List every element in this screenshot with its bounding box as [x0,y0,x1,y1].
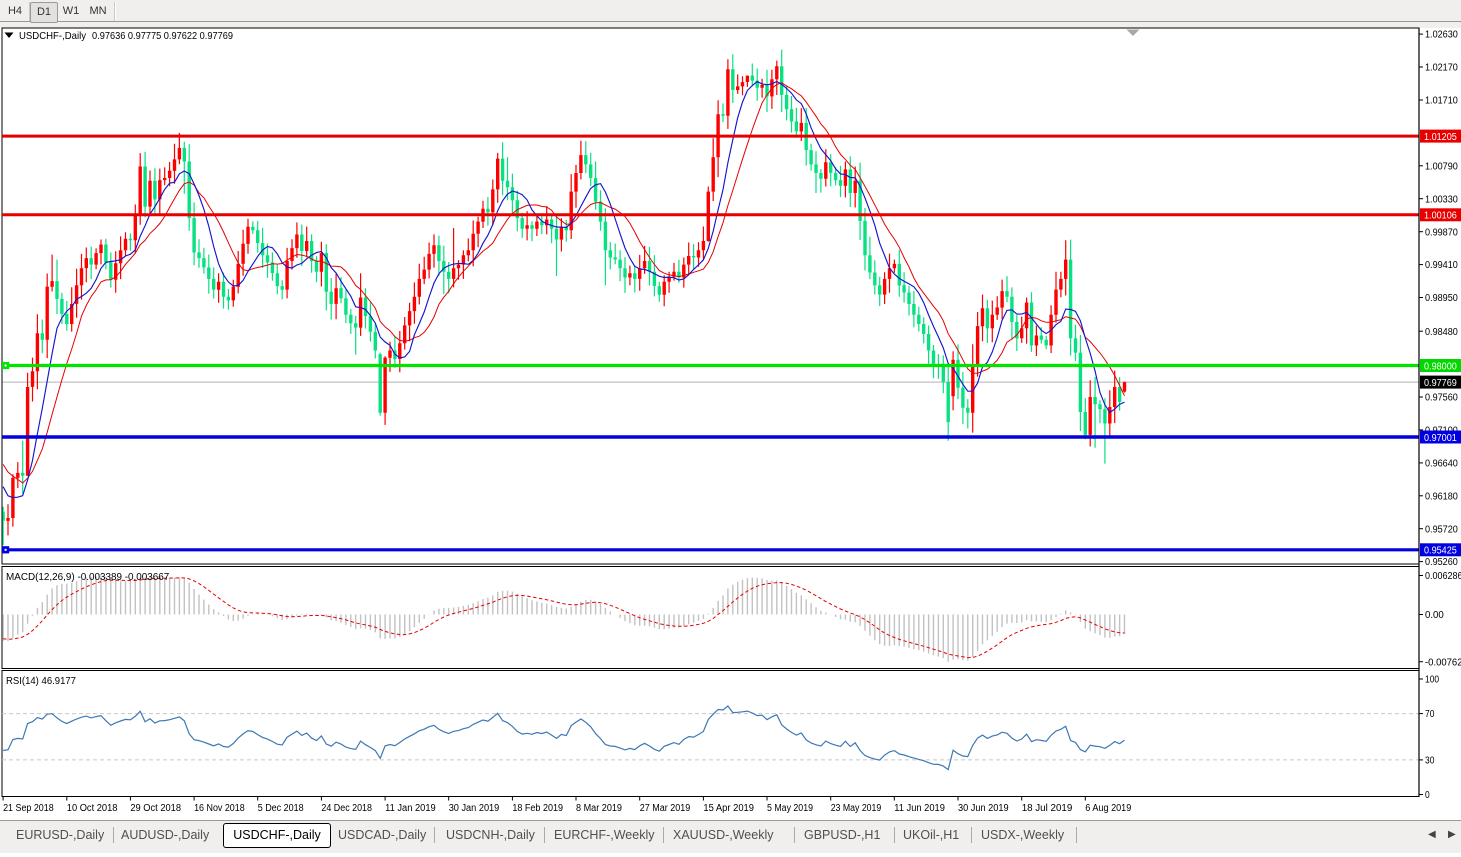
svg-text:5 Dec 2018: 5 Dec 2018 [258,803,304,814]
svg-text:24 Dec 2018: 24 Dec 2018 [321,803,372,814]
svg-text:0.99410: 0.99410 [1425,260,1458,271]
svg-text:8 Mar 2019: 8 Mar 2019 [576,803,622,814]
svg-text:0.97636 0.97775 0.97622 0.9776: 0.97636 0.97775 0.97622 0.97769 [92,30,233,42]
svg-text:0: 0 [1425,790,1430,801]
svg-text:15 Apr 2019: 15 Apr 2019 [703,803,754,814]
svg-text:30: 30 [1425,756,1435,767]
svg-text:30 Jan 2019: 30 Jan 2019 [449,803,500,814]
svg-text:6 Aug 2019: 6 Aug 2019 [1085,803,1131,814]
svg-text:0.95425: 0.95425 [1424,546,1457,557]
svg-text:0.97001: 0.97001 [1424,433,1457,444]
svg-text:0.98480: 0.98480 [1425,327,1458,338]
svg-text:0.97769: 0.97769 [1424,378,1457,389]
svg-text:MACD(12,26,9) -0.003389 -0.003: MACD(12,26,9) -0.003389 -0.003667 [6,572,170,583]
svg-text:0.97560: 0.97560 [1425,393,1458,404]
svg-text:USDCHF-,Daily: USDCHF-,Daily [19,30,87,42]
svg-text:11 Jun 2019: 11 Jun 2019 [894,803,945,814]
svg-text:0.95720: 0.95720 [1425,524,1458,535]
svg-text:0.00: 0.00 [1425,610,1444,621]
svg-text:1.00330: 1.00330 [1425,194,1458,205]
svg-text:-0.00762: -0.00762 [1425,657,1461,668]
svg-text:RSI(14) 46.9177: RSI(14) 46.9177 [6,676,76,687]
svg-text:29 Oct 2018: 29 Oct 2018 [130,803,181,814]
svg-text:1.00790: 1.00790 [1425,161,1458,172]
svg-text:18 Feb 2019: 18 Feb 2019 [512,803,563,814]
svg-text:1.00106: 1.00106 [1424,211,1457,222]
svg-text:0.99870: 0.99870 [1425,227,1458,238]
svg-text:23 May 2019: 23 May 2019 [831,803,882,814]
svg-text:0.95260: 0.95260 [1425,557,1458,568]
svg-text:21 Sep 2018: 21 Sep 2018 [3,803,54,814]
svg-text:10 Oct 2018: 10 Oct 2018 [67,803,118,814]
svg-text:1.01205: 1.01205 [1424,132,1457,143]
svg-text:18 Jul 2019: 18 Jul 2019 [1022,803,1073,814]
svg-text:0.006286: 0.006286 [1425,571,1461,582]
svg-text:1.02170: 1.02170 [1425,63,1458,74]
svg-text:70: 70 [1425,709,1435,720]
svg-text:1.01710: 1.01710 [1425,96,1458,107]
svg-text:16 Nov 2018: 16 Nov 2018 [194,803,245,814]
svg-text:30 Jun 2019: 30 Jun 2019 [958,803,1009,814]
svg-text:11 Jan 2019: 11 Jan 2019 [385,803,436,814]
svg-text:27 Mar 2019: 27 Mar 2019 [640,803,691,814]
svg-text:0.98950: 0.98950 [1425,293,1458,304]
svg-text:0.96180: 0.96180 [1425,491,1458,502]
svg-text:5 May 2019: 5 May 2019 [767,803,813,814]
svg-text:100: 100 [1425,675,1439,686]
svg-text:0.98000: 0.98000 [1424,361,1457,372]
svg-text:1.02630: 1.02630 [1425,30,1458,41]
svg-text:0.96640: 0.96640 [1425,459,1458,470]
